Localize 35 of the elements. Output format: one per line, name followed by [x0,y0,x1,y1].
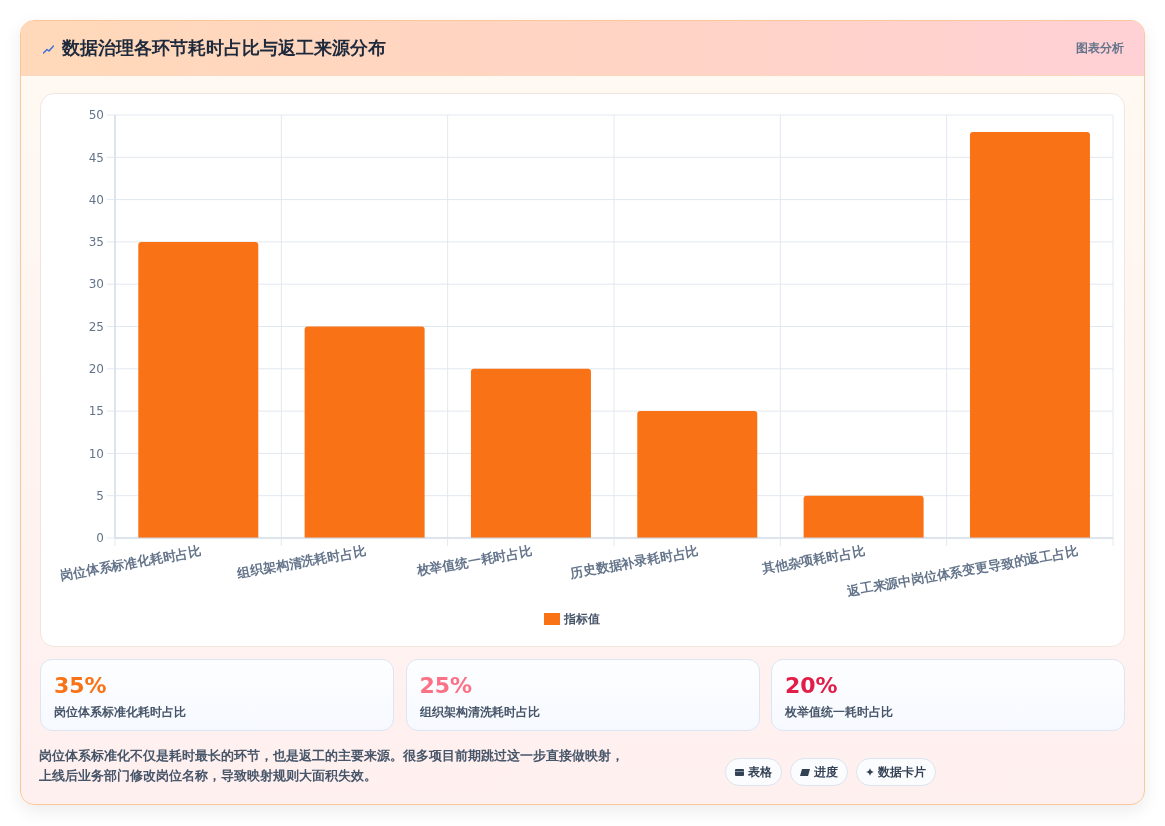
y-tick-label: 15 [88,404,104,419]
text: 组织架构清洗耗时占比 [419,705,540,719]
x-tick-label: 组织架构清洗耗时占比 [235,543,368,581]
text: 20% [785,673,838,698]
y-tick-label: 50 [88,108,104,123]
y-tick-label: 35 [88,235,104,250]
y-tick-label: 5 [96,488,104,503]
text: 25% [419,673,473,698]
legend-label: 指标值 [564,612,600,626]
text: 枚举值统一耗时占比 [785,705,893,719]
x-tick-label: 其他杂项耗时占比 [760,543,867,577]
chart-title: 数据治理各环节耗时占比与返工来源分布 [62,37,386,58]
x-tick-label: 历史数据补录耗时占比 [568,543,700,581]
bar [637,411,758,538]
bar [138,241,259,538]
text: 进度 [814,764,838,780]
y-tick-label: 0 [96,531,104,546]
text: 岗位体系标准化耗时占比 [54,705,186,719]
bar [470,368,591,538]
bar [304,326,425,538]
x-tick-label: 岗位体系标准化耗时占比 [59,543,203,583]
text: 35% [54,673,107,698]
text: 岗位体系标准化不仅是耗时最长的环节，也是返工的主要来源。很多项目前期跳过这一步直接做映射，上线后业务部门修改岗位名称，导致映射规则大面积失效。 [39,748,624,783]
bar [969,131,1090,538]
text: 数据卡片 [878,764,926,780]
text: 表格 [748,764,772,780]
x-tick-label: 枚举值统一耗时占比 [414,543,534,579]
y-tick-label: 30 [88,277,104,292]
y-tick-label: 45 [88,150,104,165]
text: 图表分析 [1076,41,1124,55]
y-tick-label: 25 [88,319,104,334]
bar [803,495,924,538]
y-tick-label: 10 [88,446,104,461]
y-tick-label: 20 [88,362,104,377]
y-tick-label: 40 [88,192,104,207]
